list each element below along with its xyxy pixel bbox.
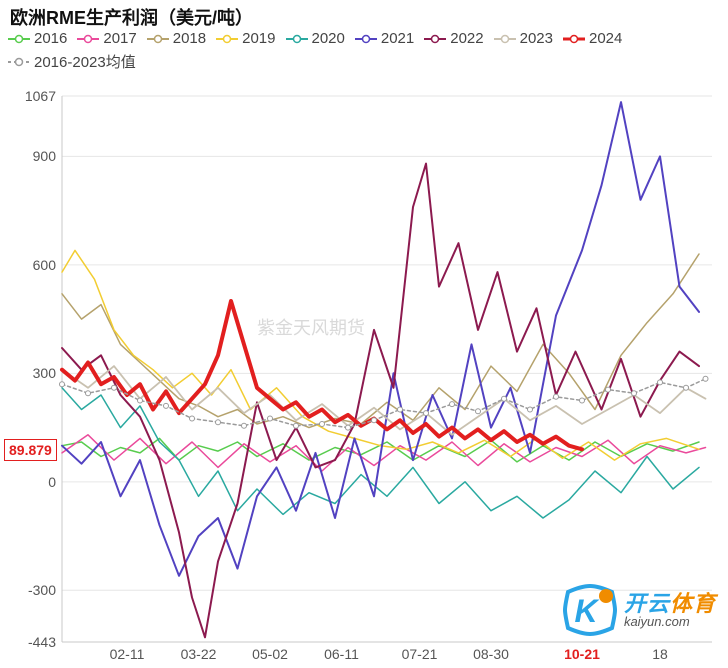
x-tick-label: 06-11 xyxy=(324,646,359,662)
legend-label: 2018 xyxy=(173,30,206,47)
x-tick-label: 08-30 xyxy=(473,646,509,662)
brand-name: 开云体育 xyxy=(624,592,716,615)
chart-title: 欧洲RME生产利润（美元/吨） xyxy=(10,4,253,30)
y-tick-label: -443 xyxy=(28,634,56,650)
legend-item: 2019 xyxy=(216,30,275,47)
legend-item: 2022 xyxy=(424,30,483,47)
x-tick-label: 05-02 xyxy=(252,646,288,662)
legend-item: 2016-2023均值 xyxy=(8,51,136,72)
x-tick-label: 10-21 xyxy=(564,646,600,662)
value-callout: 89.879 xyxy=(4,439,57,461)
legend-item: 2018 xyxy=(147,30,206,47)
legend-label: 2023 xyxy=(520,30,553,47)
legend-item: 2021 xyxy=(355,30,414,47)
x-tick-label: 03-22 xyxy=(181,646,217,662)
y-tick-label: 600 xyxy=(33,257,56,273)
legend-item: 2017 xyxy=(77,30,136,47)
x-tick-label: 02-11 xyxy=(110,646,145,662)
legend-label: 2016 xyxy=(34,30,67,47)
x-tick-label: 18 xyxy=(652,646,668,662)
legend-item: 2023 xyxy=(494,30,553,47)
y-tick-label: 0 xyxy=(48,474,56,490)
legend-label: 2022 xyxy=(450,30,483,47)
legend-label: 2020 xyxy=(312,30,345,47)
legend-label: 2019 xyxy=(242,30,275,47)
y-tick-label: 300 xyxy=(33,365,56,381)
brand-logo-icon: K xyxy=(562,582,618,638)
legend-label: 2021 xyxy=(381,30,414,47)
series-2021 xyxy=(62,102,699,576)
brand-badge: K 开云体育 kaiyun.com xyxy=(562,582,716,638)
x-tick-label: 07-21 xyxy=(402,646,438,662)
svg-text:K: K xyxy=(574,593,600,629)
brand-domain: kaiyun.com xyxy=(624,615,716,629)
series-2019 xyxy=(62,250,699,460)
legend-item: 2024 xyxy=(563,30,622,47)
plot-area xyxy=(62,96,712,642)
y-tick-label: -300 xyxy=(28,582,56,598)
y-tick-label: 900 xyxy=(33,148,56,164)
y-tick-label: 1067 xyxy=(25,88,56,104)
legend-label: 2016-2023均值 xyxy=(34,51,136,72)
legend-label: 2024 xyxy=(589,30,622,47)
legend-item: 2020 xyxy=(286,30,345,47)
legend-item: 2016 xyxy=(8,30,67,47)
legend-label: 2017 xyxy=(103,30,136,47)
legend: 2016 2017 2018 2019 2020 2021 2022 2023 2024 2016… xyxy=(8,30,720,72)
